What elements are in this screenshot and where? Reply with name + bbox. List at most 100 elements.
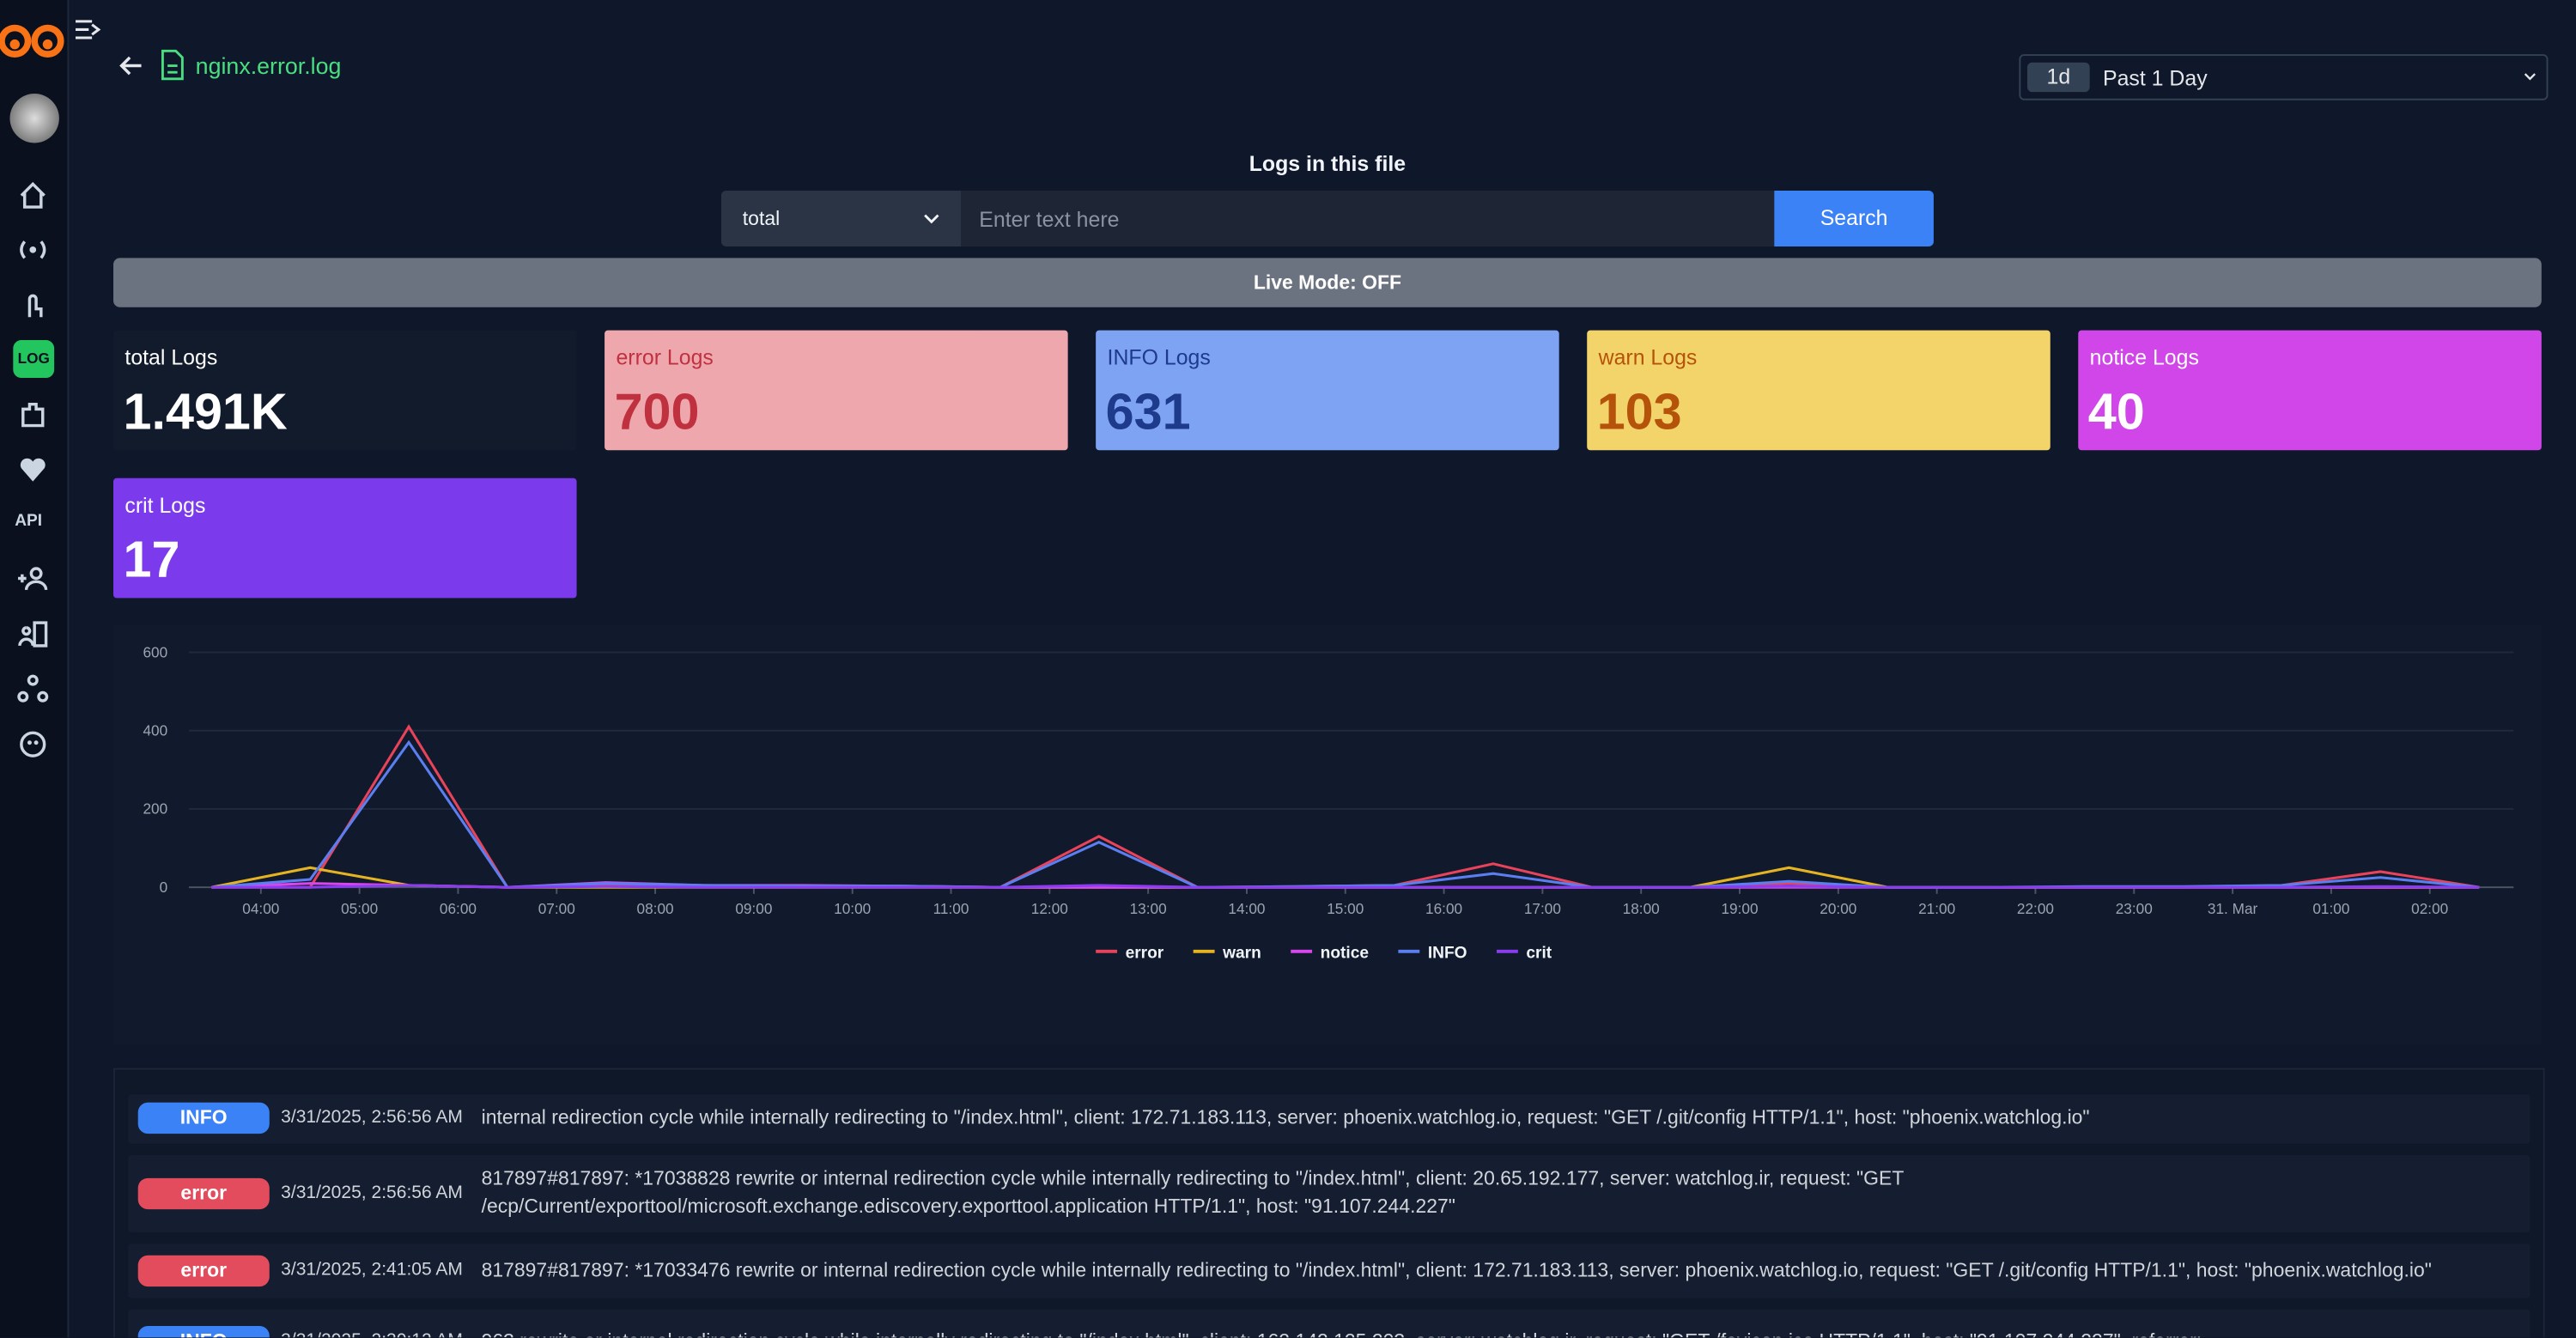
stat-value: 17 xyxy=(123,530,180,588)
stat-card: warn Logs 103 xyxy=(1587,330,2050,451)
field-select[interactable]: total xyxy=(720,190,962,246)
x-tick-label: 23:00 xyxy=(2116,900,2153,917)
log-time: 3/31/2025, 2:41:05 AM xyxy=(281,1259,463,1280)
series-line xyxy=(211,739,2480,889)
stat-label: crit Logs xyxy=(125,492,206,518)
webhook-icon[interactable] xyxy=(16,672,49,705)
x-tick-label: 06:00 xyxy=(440,900,477,917)
chevron xyxy=(2524,73,2536,81)
stat-card: total Logs 1.491K xyxy=(113,330,577,451)
sidebar: LOG API xyxy=(0,0,70,1338)
legend-item: crit xyxy=(1496,944,1552,962)
x-tick-label: 04:00 xyxy=(242,900,279,917)
log-time: 3/31/2025, 2:56:56 AM xyxy=(281,1182,463,1202)
avatar[interactable] xyxy=(9,94,59,143)
log-time: 3/31/2025, 2:56:56 AM xyxy=(281,1107,463,1128)
stat-card: error Logs 700 xyxy=(605,330,1068,451)
range-badge: 1d xyxy=(2026,62,2090,93)
live-icon[interactable] xyxy=(16,234,49,266)
stat-card: INFO Logs 631 xyxy=(1096,330,1559,451)
search-title: Logs in this file xyxy=(1249,151,1406,176)
legend-label: warn xyxy=(1222,944,1261,962)
stat-card: crit Logs 17 xyxy=(113,477,577,599)
stat-label: INFO Logs xyxy=(1107,344,1211,370)
range-label: Past 1 Day xyxy=(2102,65,2208,91)
api-icon[interactable]: API xyxy=(15,512,43,531)
log-time: 3/31/2025, 2:30:12 AM xyxy=(281,1331,463,1338)
x-tick-label: 15:00 xyxy=(1327,900,1364,917)
x-tick-label: 01:00 xyxy=(2312,900,2349,917)
log-level-badge: INFO xyxy=(137,1102,270,1134)
x-tick-label: 20:00 xyxy=(1820,900,1856,917)
stat-value: 103 xyxy=(1596,382,1682,441)
x-tick-label: 07:00 xyxy=(538,900,575,917)
log-message: 817897#817897: *17038828 rewrite or inte… xyxy=(481,1166,1904,1218)
search-button[interactable]: Search xyxy=(1774,190,1934,246)
log-message: 817897#817897: *17033476 rewrite or inte… xyxy=(481,1257,2432,1281)
log-row: INFO 3/31/2025, 2:56:56 AM internal redire… xyxy=(128,1094,2530,1144)
server-icon[interactable] xyxy=(16,617,49,650)
legend-label: error xyxy=(1126,944,1164,962)
touch-icon[interactable] xyxy=(16,289,49,322)
file-name: nginx.error.log xyxy=(195,52,342,79)
log-message: 963 rewrite or internal redirection cycl… xyxy=(482,1328,2502,1338)
health-icon[interactable] xyxy=(16,453,49,486)
x-tick-label: 12:00 xyxy=(1031,900,1068,917)
stat-label: error Logs xyxy=(616,344,714,370)
log-list: INFO 3/31/2025, 2:56:56 AM internal redire… xyxy=(113,1067,2545,1338)
range-select[interactable]: 1d Past 1 Day xyxy=(2019,54,2549,100)
x-tick-label: 10:00 xyxy=(834,900,871,917)
x-tick-label: 05:00 xyxy=(341,900,378,917)
chevron xyxy=(924,214,939,224)
home-icon[interactable] xyxy=(16,179,49,212)
menu-toggle[interactable] xyxy=(72,16,101,43)
back-button[interactable] xyxy=(117,51,146,80)
x-tick-label: 31. Mar xyxy=(2208,900,2258,917)
x-tick-label: 21:00 xyxy=(1918,900,1955,917)
log-level-badge: error xyxy=(137,1177,270,1209)
log-level-badge: error xyxy=(137,1254,270,1286)
live-mode-bar[interactable]: Live Mode: OFF xyxy=(113,258,2542,307)
y-tick-label: 400 xyxy=(143,722,167,739)
x-tick-label: 13:00 xyxy=(1130,900,1167,917)
legend-item: error xyxy=(1096,944,1164,962)
plugin-icon[interactable] xyxy=(16,399,49,432)
log-row: error 3/31/2025, 2:56:56 AM 817897#817897:… xyxy=(128,1155,2530,1232)
legend-label: INFO xyxy=(1428,944,1467,962)
legend-label: notice xyxy=(1321,944,1369,962)
legend-item: warn xyxy=(1193,944,1261,962)
x-tick-label: 09:00 xyxy=(735,900,772,917)
x-tick-label: 16:00 xyxy=(1425,900,1462,917)
log-row: error 3/31/2025, 2:41:05 AM 817897#817897:… xyxy=(128,1244,2530,1298)
y-tick-label: 600 xyxy=(143,643,167,660)
stat-value: 40 xyxy=(2087,382,2145,441)
stat-value: 631 xyxy=(1105,382,1191,441)
log-level-badge: INFO xyxy=(137,1326,270,1338)
x-tick-label: 14:00 xyxy=(1228,900,1265,917)
stat-label: total Logs xyxy=(125,344,218,370)
search-input[interactable]: Enter text here xyxy=(961,190,1775,246)
x-tick-label: 17:00 xyxy=(1524,900,1561,917)
x-tick-label: 18:00 xyxy=(1623,900,1660,917)
bot-icon[interactable] xyxy=(16,728,49,761)
y-tick-label: 0 xyxy=(160,879,168,896)
series-line xyxy=(211,724,2480,889)
log-row: INFO 3/31/2025, 2:30:12 AM 963 rewrite or … xyxy=(128,1309,2530,1338)
user-add-icon[interactable] xyxy=(16,562,49,594)
logo xyxy=(0,24,64,58)
stat-value: 1.491K xyxy=(123,382,288,441)
legend-label: crit xyxy=(1526,944,1552,962)
log-icon[interactable]: LOG xyxy=(13,340,55,379)
log-message: internal redirection cycle while interna… xyxy=(481,1105,2090,1129)
x-tick-label: 02:00 xyxy=(2411,900,2448,917)
field-select-value: total xyxy=(742,207,781,230)
x-tick-label: 11:00 xyxy=(933,900,969,917)
stat-card: notice Logs 40 xyxy=(2078,330,2542,451)
series-line xyxy=(211,884,2480,889)
y-tick-label: 200 xyxy=(143,800,167,818)
stat-label: warn Logs xyxy=(1598,344,1698,370)
stat-value: 700 xyxy=(614,382,700,441)
legend-item: INFO xyxy=(1398,944,1467,962)
chart: 0 200 400 600 04:00 05:00 06:00 07:00 08:00 09:00… xyxy=(113,624,2542,1045)
